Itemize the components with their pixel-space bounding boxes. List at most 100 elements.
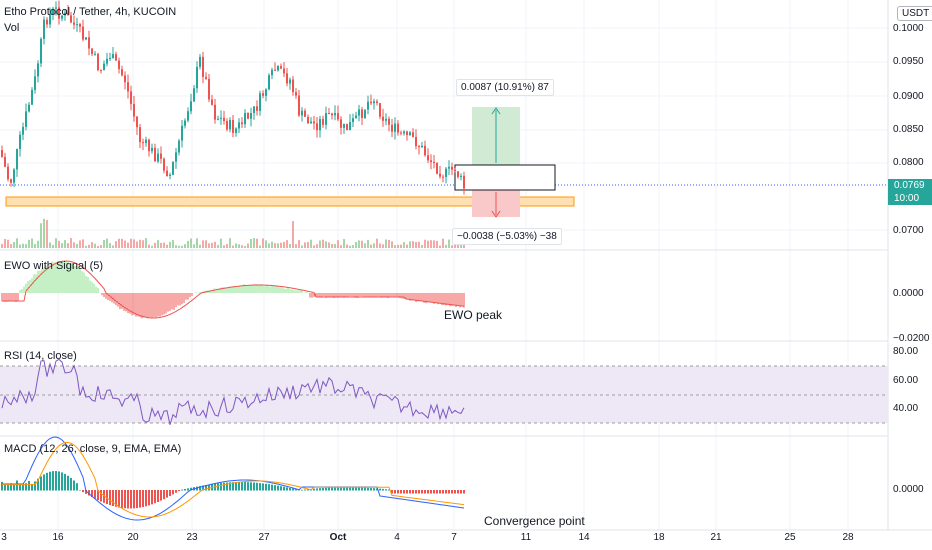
candle-body	[205, 76, 207, 79]
volume-bar	[97, 245, 99, 248]
volume-bar	[325, 241, 327, 248]
candle-body	[31, 89, 33, 105]
candle-body	[379, 103, 381, 117]
volume-bars	[1, 218, 465, 248]
candle-body	[199, 56, 201, 67]
volume-bar	[154, 242, 156, 248]
macd-bar	[64, 473, 66, 491]
macd-bar	[397, 490, 399, 494]
candle-body	[331, 113, 333, 116]
volume-bar	[118, 238, 120, 248]
volume-bar	[265, 240, 267, 248]
macd-bar	[190, 487, 192, 491]
macd-bar	[388, 489, 390, 491]
price-tick: 0.0800	[893, 157, 924, 168]
volume-bar	[310, 239, 312, 248]
macd-bar	[403, 490, 405, 494]
volume-bar	[334, 244, 336, 248]
macd-bar	[217, 483, 219, 491]
macd-bar	[265, 483, 267, 491]
macd-bar	[286, 487, 288, 491]
volume-bar	[109, 243, 111, 248]
candle-body	[436, 162, 438, 174]
candle-body	[163, 158, 165, 171]
macd-bar	[244, 482, 246, 491]
macd-bar	[343, 487, 345, 491]
candle-body	[187, 111, 189, 121]
macd-bar	[55, 471, 57, 491]
volume-bar	[262, 238, 264, 248]
volume-bar	[130, 238, 132, 248]
macd-bar	[142, 490, 144, 508]
candle-body	[268, 75, 270, 90]
macd-bar	[139, 490, 141, 508]
macd-bar	[280, 486, 282, 491]
candle-body	[307, 116, 309, 124]
candle-body	[133, 103, 135, 117]
macd-bar	[313, 488, 315, 491]
candle-body	[343, 123, 345, 128]
volume-bar	[115, 241, 117, 248]
macd-bar	[43, 474, 45, 491]
time-tick: 25	[784, 532, 796, 543]
macd-bar	[115, 490, 117, 507]
volume-bar	[382, 244, 384, 248]
candle-body	[193, 88, 195, 102]
macd-bar	[277, 485, 279, 491]
macd-bar	[394, 490, 396, 494]
last-price-badge: 0.0769	[888, 179, 932, 192]
macd-bar	[208, 484, 210, 491]
candle-body	[103, 63, 105, 71]
candle-body	[361, 109, 363, 118]
volume-bar	[427, 240, 429, 248]
candle-body	[166, 170, 168, 177]
macd-bar	[325, 487, 327, 491]
candle-body	[355, 115, 357, 119]
currency-button[interactable]: USDT	[897, 6, 932, 21]
candle-body	[97, 53, 99, 71]
volume-bar	[223, 245, 225, 248]
price-tick: 0.1000	[893, 23, 924, 34]
candle-body	[202, 56, 204, 77]
macd-bar	[169, 490, 171, 497]
candle-body	[4, 156, 6, 167]
volume-bar	[112, 245, 114, 248]
candle-body	[253, 106, 255, 114]
candle-body	[400, 132, 402, 134]
macd-bar	[304, 489, 306, 491]
macd-bar	[97, 490, 99, 501]
candle-body	[136, 116, 138, 128]
entry-box[interactable]	[454, 164, 556, 191]
macd-bar	[22, 483, 24, 491]
macd-bar	[319, 488, 321, 491]
volume-bar	[373, 243, 375, 248]
candle-body	[283, 68, 285, 74]
price-tick: 0.0850	[893, 124, 924, 135]
candle-body	[67, 12, 69, 16]
candle-body	[148, 139, 150, 152]
candle-body	[388, 118, 390, 125]
candle-body	[19, 134, 21, 149]
candle-body	[262, 93, 264, 96]
volume-bar	[82, 239, 84, 248]
rsi-tick: 40.00	[893, 403, 919, 414]
volume-bar	[208, 243, 210, 248]
time-tick: 18	[653, 532, 665, 543]
candle-body	[247, 113, 249, 119]
macd-bar	[430, 490, 432, 494]
macd-bar	[7, 483, 9, 491]
candle-body	[412, 132, 414, 137]
support-zone[interactable]	[5, 196, 575, 207]
macd-bar	[238, 482, 240, 491]
macd-bar	[367, 487, 369, 491]
candle-body	[61, 15, 63, 19]
macd-bar	[130, 490, 132, 509]
macd-bar	[358, 487, 360, 491]
candle-body	[175, 152, 177, 162]
macd-bar	[427, 490, 429, 494]
macd-bar	[382, 488, 384, 491]
time-tick: 4	[394, 532, 400, 543]
volume-bar	[295, 244, 297, 248]
macd-bar	[301, 489, 303, 491]
